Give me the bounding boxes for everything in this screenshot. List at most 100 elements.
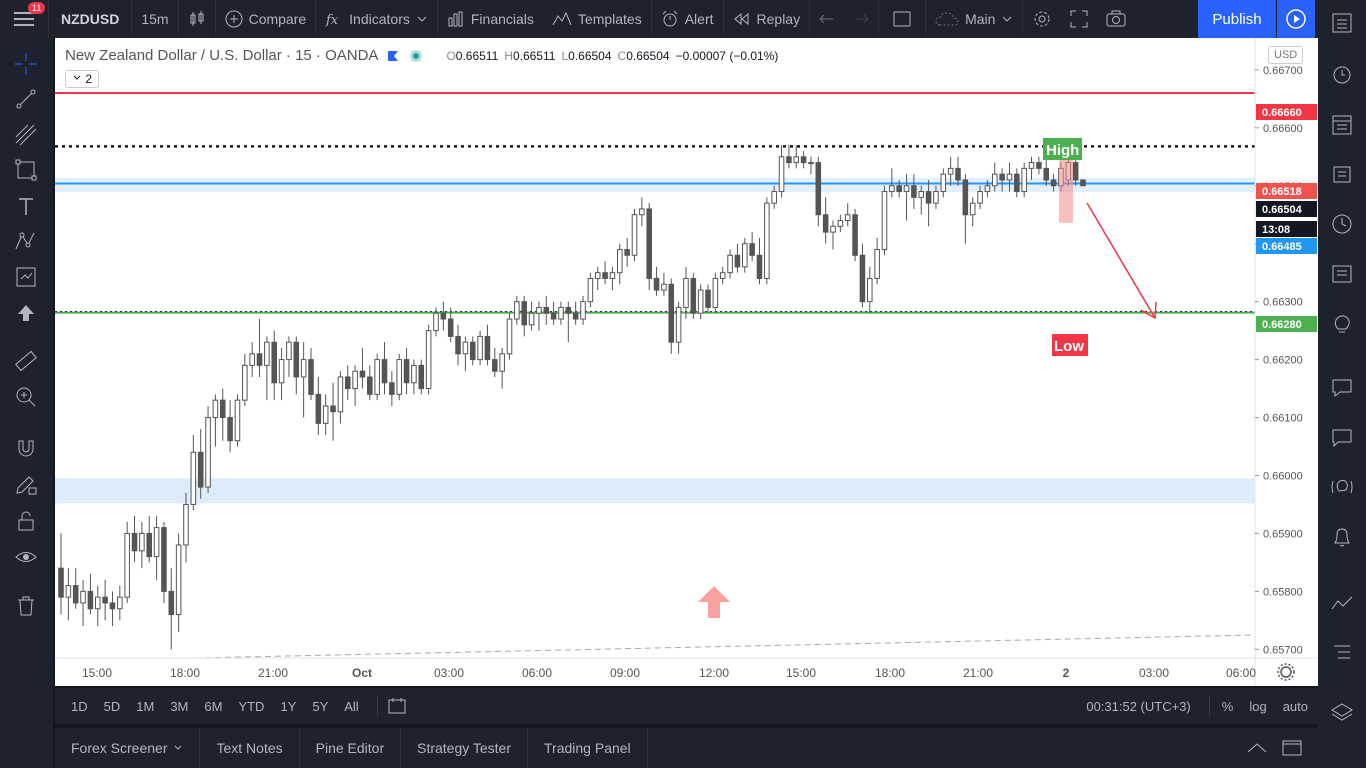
candle — [771, 191, 777, 204]
stay-drawing-tool[interactable] — [13, 472, 39, 498]
low-label-box[interactable] — [1052, 334, 1088, 356]
goto-date-icon[interactable] — [388, 697, 406, 715]
fib-tool[interactable] — [13, 122, 39, 148]
timeframe-1d[interactable]: 1D — [71, 698, 88, 714]
notifications-button[interactable] — [1329, 524, 1355, 550]
high-label-box[interactable] — [1043, 138, 1082, 160]
axis-settings-icon[interactable] — [1280, 666, 1292, 678]
candle — [264, 341, 270, 366]
zoom-tool[interactable] — [13, 384, 39, 410]
trading-play-button[interactable] — [1277, 0, 1315, 38]
candle — [866, 277, 873, 303]
chart-legend: New Zealand Dollar / U.S. Dollar · 15 · … — [65, 47, 778, 64]
candle — [94, 596, 101, 610]
timeframe-3m[interactable]: 3M — [170, 698, 189, 714]
timeframe-6m[interactable]: 6M — [204, 698, 223, 714]
x-tick-label: 21:00 — [963, 666, 993, 680]
replay-button[interactable]: Replay — [724, 0, 810, 38]
hotlists-button[interactable] — [1329, 160, 1355, 186]
tab-pine-editor[interactable]: Pine Editor — [300, 728, 402, 768]
messages-button[interactable] — [1329, 424, 1355, 450]
timeframe-1m[interactable]: 1M — [136, 698, 155, 714]
up-arrow-icon[interactable] — [698, 586, 730, 618]
interval-button[interactable]: 15m — [141, 11, 169, 27]
icons-tool[interactable] — [13, 300, 39, 326]
tab-text-notes[interactable]: Text Notes — [200, 728, 300, 768]
fullscreen-button[interactable] — [1061, 0, 1097, 38]
candle — [425, 330, 432, 390]
shapes-tool[interactable] — [13, 157, 39, 183]
patterns-tool[interactable] — [13, 228, 39, 254]
data-window-button[interactable] — [1329, 112, 1355, 138]
projection-arrow[interactable] — [1086, 202, 1156, 319]
percent-scale-toggle[interactable]: % — [1221, 698, 1234, 714]
calendar-button[interactable] — [1329, 211, 1355, 237]
tab-trading-panel[interactable]: Trading Panel — [528, 728, 648, 768]
indicators-collapse-button[interactable]: 2 — [65, 70, 100, 88]
timeframe-1y[interactable]: 1Y — [280, 698, 297, 714]
highlight-rectangle[interactable] — [1059, 157, 1073, 223]
alert-button[interactable]: Alert — [652, 0, 723, 38]
depth-button[interactable] — [1329, 590, 1355, 616]
crosshair-tool[interactable] — [13, 51, 39, 77]
symbol-title[interactable]: New Zealand Dollar / U.S. Dollar · 15 · … — [65, 47, 379, 64]
candle — [396, 359, 402, 395]
tab-forex-screener[interactable]: Forex Screener — [55, 728, 201, 768]
redo-button[interactable] — [844, 0, 878, 38]
menu-button[interactable]: 11 — [0, 0, 48, 38]
high-label: High — [1046, 142, 1079, 159]
demand-zone[interactable] — [55, 478, 1255, 504]
news-button[interactable] — [1329, 261, 1355, 287]
layout-menu-button[interactable]: Main — [926, 0, 1022, 38]
settings-button[interactable] — [1023, 0, 1061, 38]
financials-button[interactable]: Financials — [438, 0, 543, 38]
candle — [889, 185, 895, 193]
undo-button[interactable] — [810, 0, 844, 38]
timeframe-all[interactable]: All — [344, 698, 359, 714]
timeframe-5d[interactable]: 5D — [103, 698, 121, 714]
candle — [124, 532, 130, 598]
magnet-tool[interactable] — [13, 436, 39, 462]
timeframe-5y[interactable]: 5Y — [312, 698, 329, 714]
chart-pane[interactable]: HighLow0.667000.666000.665000.664000.663… — [55, 38, 1318, 686]
publish-button[interactable]: Publish — [1198, 0, 1276, 38]
auto-scale-toggle[interactable]: auto — [1282, 698, 1308, 714]
text-tool[interactable] — [13, 193, 39, 219]
tab-strategy-tester[interactable]: Strategy Tester — [401, 728, 529, 768]
currency-label[interactable]: USD — [1268, 46, 1304, 64]
prediction-tool[interactable] — [13, 264, 39, 290]
candle — [58, 567, 64, 598]
chevron-up-icon[interactable] — [1246, 741, 1268, 755]
templates-button[interactable]: Templates — [543, 0, 651, 38]
price-chart[interactable]: HighLow0.667000.666000.665000.664000.663… — [55, 38, 1318, 686]
clock-display[interactable]: 00:31:52 (UTC+3) — [1086, 698, 1191, 714]
chats-button[interactable] — [1329, 375, 1355, 401]
timeframe-ytd[interactable]: YTD — [238, 698, 265, 714]
compare-button[interactable]: Compare — [216, 0, 316, 38]
symbol-search-button[interactable]: NZDUSD — [61, 11, 120, 27]
streams-button[interactable] — [1329, 474, 1355, 500]
candle — [153, 527, 160, 558]
chart-type-button[interactable] — [179, 0, 215, 38]
resistance-zone[interactable] — [55, 177, 1255, 193]
x-tick-label: 21:00 — [258, 666, 288, 680]
object-tree-button[interactable] — [1329, 640, 1355, 666]
candle — [72, 585, 79, 604]
trend-dashed-line[interactable] — [194, 634, 1256, 659]
hide-drawings-tool[interactable] — [13, 544, 39, 570]
flag-icon[interactable] — [386, 49, 400, 63]
layers-button[interactable] — [1329, 700, 1355, 726]
alerts-button[interactable] — [1329, 61, 1355, 87]
remove-drawings-tool[interactable] — [13, 593, 39, 619]
log-scale-toggle[interactable]: log — [1249, 698, 1267, 714]
ideas-button[interactable] — [1329, 312, 1355, 338]
top-toolbar: 11 NZDUSD 15m Compare fx Indicators Fina… — [0, 0, 1318, 38]
indicators-button[interactable]: fx Indicators — [316, 0, 437, 38]
watchlist-button[interactable] — [1329, 10, 1355, 36]
measure-tool[interactable] — [13, 348, 39, 374]
lock-drawings-tool[interactable] — [13, 508, 39, 534]
snapshot-button[interactable] — [1097, 0, 1135, 38]
trendline-tool[interactable] — [13, 86, 39, 112]
fullscreen-layout-button[interactable] — [879, 0, 925, 38]
maximize-panel-icon[interactable] — [1282, 740, 1302, 756]
